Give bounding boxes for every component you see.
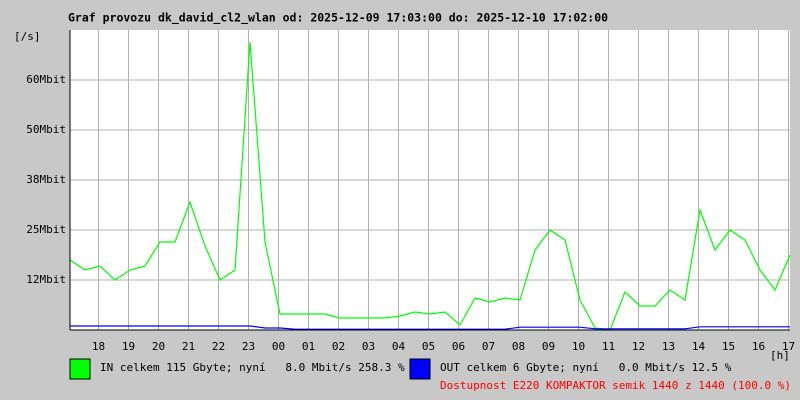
y-unit-label: [/s] xyxy=(14,30,41,43)
x-tick-label: 16 xyxy=(752,340,765,353)
series-line xyxy=(69,41,791,331)
x-tick-label: 07 xyxy=(482,340,495,353)
legend-label: OUT celkem 6 Gbyte; nyní 0.0 Mbit/s 12.5… xyxy=(440,361,732,374)
legend-label: IN celkem 115 Gbyte; nyní 8.0 Mbit/s 258… xyxy=(100,361,405,374)
y-tick-label: 25Mbit xyxy=(26,223,66,236)
x-tick-label: 15 xyxy=(722,340,735,353)
x-tick-label: 06 xyxy=(452,340,465,353)
y-tick-label: 60Mbit xyxy=(26,73,66,86)
x-tick-label: 11 xyxy=(602,340,615,353)
x-tick-label: 02 xyxy=(332,340,345,353)
x-tick-label: 23 xyxy=(242,340,255,353)
x-tick-label: 03 xyxy=(362,340,375,353)
x-tick-label: 18 xyxy=(92,340,105,353)
availability: Dostupnost E220 KOMPAKTOR semik 1440 z 1… xyxy=(440,379,791,392)
y-tick-label: 38Mbit xyxy=(26,173,66,186)
chart-title: Graf provozu dk_david_cl2_wlan od: 2025-… xyxy=(68,11,608,26)
x-tick-label: 21 xyxy=(182,340,195,353)
x-tick-label: 10 xyxy=(572,340,585,353)
x-tick-label: 14 xyxy=(692,340,706,353)
x-tick-label: 17 xyxy=(782,340,795,353)
legend-swatch xyxy=(409,358,431,380)
x-tick-label: 01 xyxy=(302,340,315,353)
x-tick-label: 22 xyxy=(212,340,225,353)
x-tick-label: 08 xyxy=(512,340,525,353)
x-tick-label: 12 xyxy=(632,340,645,353)
x-tick-label: 00 xyxy=(272,340,285,353)
x-tick-label: 20 xyxy=(152,340,165,353)
x-tick-label: 05 xyxy=(422,340,435,353)
y-tick-label: 12Mbit xyxy=(26,273,66,286)
legend-swatch xyxy=(69,358,91,380)
x-tick-label: 13 xyxy=(662,340,675,353)
series-line xyxy=(70,325,790,330)
x-unit-label: [h] xyxy=(770,349,790,362)
x-tick-label: 09 xyxy=(542,340,555,353)
y-tick-label: 50Mbit xyxy=(26,123,66,136)
x-tick-label: 04 xyxy=(392,340,406,353)
x-tick-label: 19 xyxy=(122,340,135,353)
